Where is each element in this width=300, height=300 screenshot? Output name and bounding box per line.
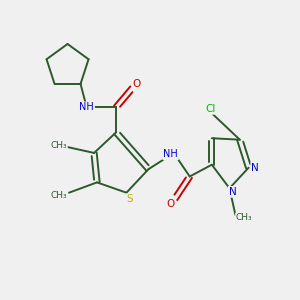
Text: CH₃: CH₃ (50, 191, 67, 200)
Text: NH: NH (79, 102, 94, 112)
Text: N: N (251, 163, 259, 173)
Text: N: N (229, 187, 236, 197)
Text: Cl: Cl (205, 104, 215, 114)
Text: S: S (126, 194, 133, 204)
Text: O: O (167, 200, 175, 209)
Text: CH₃: CH₃ (236, 213, 253, 222)
Text: NH: NH (163, 149, 178, 159)
Text: CH₃: CH₃ (50, 141, 67, 150)
Text: O: O (133, 79, 141, 89)
